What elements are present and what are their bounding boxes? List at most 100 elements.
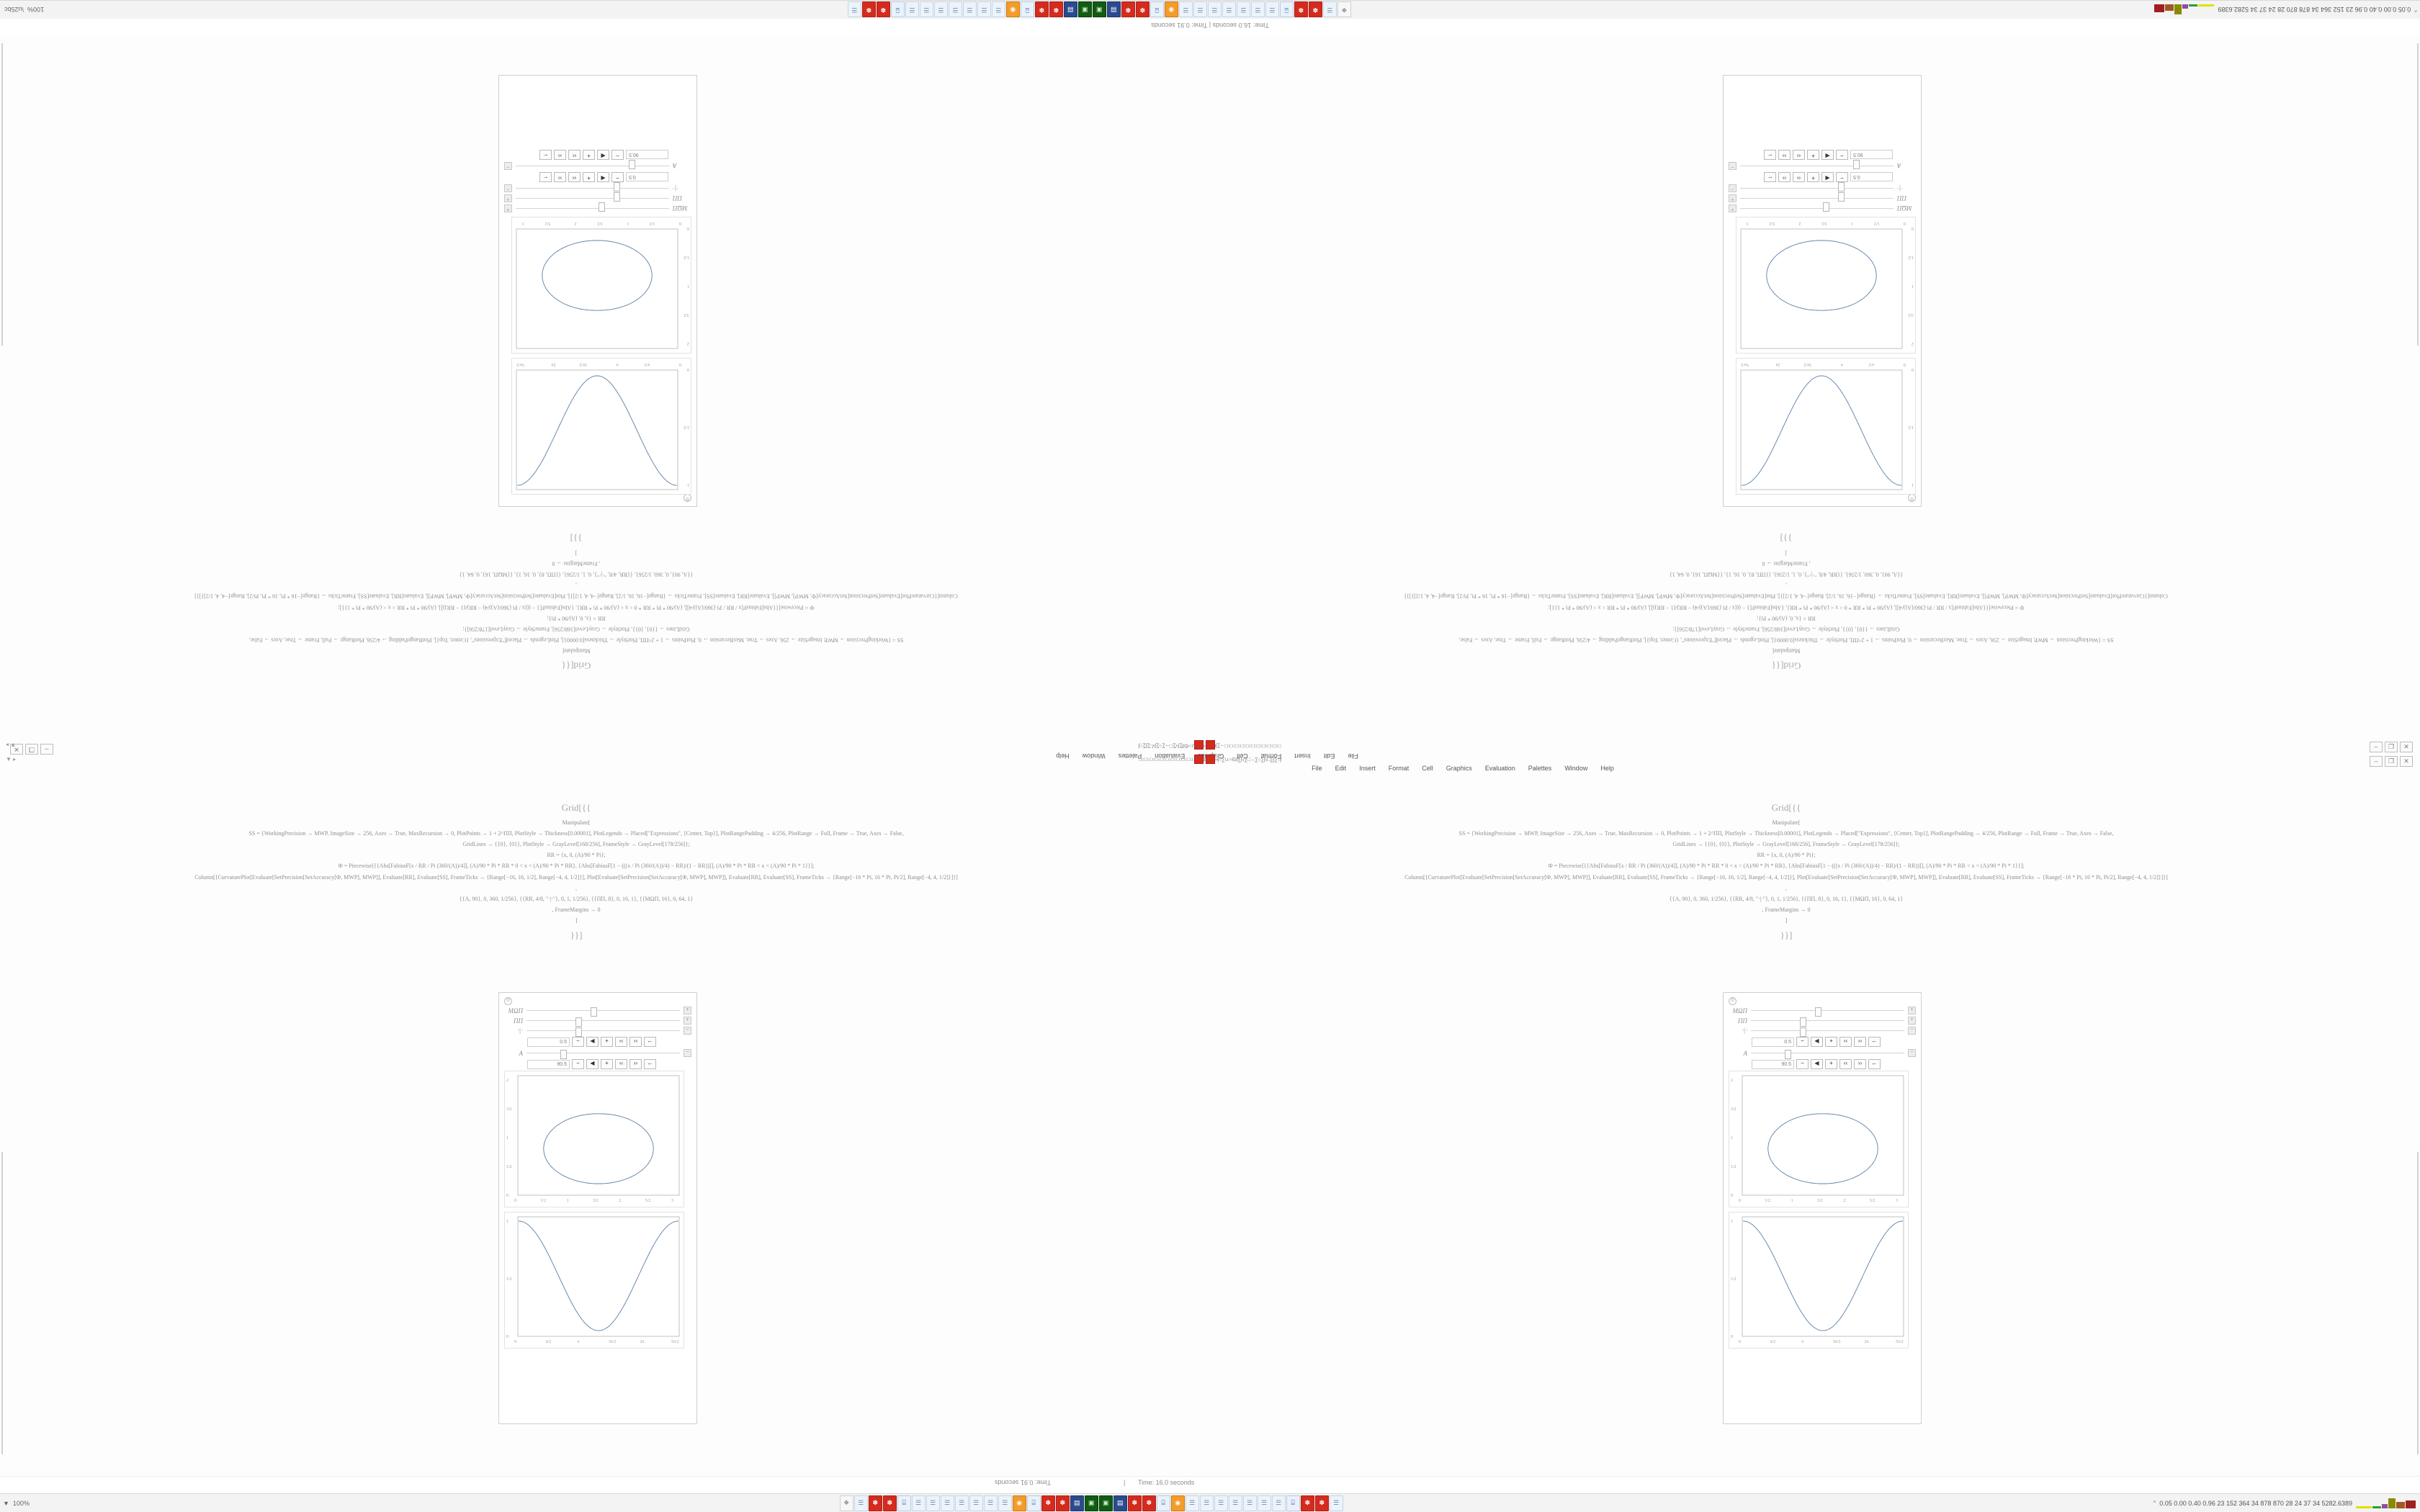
document-icon[interactable]: ☰ xyxy=(940,1495,954,1511)
a-slider-buttons[interactable]: 90.5− ◀ + ‹‹ ›› ← xyxy=(1729,150,1893,160)
menu-insert[interactable]: Insert xyxy=(1359,765,1376,772)
expand-icon[interactable]: + xyxy=(1908,1017,1916,1025)
a-slider-buttons[interactable]: 90.5− ◀ + ‹‹ ›› ← xyxy=(504,150,668,160)
document-icon[interactable]: ☰ xyxy=(962,1,977,18)
mathematica-red-icon[interactable]: ✽ xyxy=(1049,1,1063,18)
document-icon[interactable]: ☰ xyxy=(1222,1,1236,18)
collapse-icon[interactable]: − xyxy=(684,1049,691,1057)
close-button[interactable]: ✕ xyxy=(2400,742,2413,752)
menu-palettes[interactable]: Palettes xyxy=(1528,765,1552,772)
code-cell-top-left[interactable]: Grid[{{Manipulate[SS = {WorkingPrecision… xyxy=(14,529,1138,674)
tray-chevron-icon[interactable]: ^ xyxy=(2414,6,2417,13)
expand-icon[interactable]: + xyxy=(1729,194,1736,202)
mathematica-red-icon[interactable]: ✽ xyxy=(1055,1495,1070,1511)
animate-button[interactable]: + xyxy=(1807,150,1819,160)
pin-icon[interactable]: ❖ xyxy=(1337,1,1351,18)
menubar-region[interactable]: File Edit Insert Format Cell Graphics Ev… xyxy=(0,751,2420,780)
firefox-icon[interactable]: ◉ xyxy=(1164,1,1178,18)
expand-icon[interactable]: + xyxy=(1908,1007,1916,1014)
animate-button[interactable]: − xyxy=(611,150,624,160)
cell-bracket-right-a[interactable] xyxy=(2417,43,2419,346)
document-icon[interactable]: ☰ xyxy=(1193,1,1207,18)
animate-button[interactable]: ›› xyxy=(629,1037,642,1047)
document-icon[interactable]: ☰ xyxy=(1214,1495,1228,1511)
animate-button[interactable]: ← xyxy=(539,150,552,160)
floppy-icon[interactable]: ▤ xyxy=(1113,1495,1127,1511)
animate-button[interactable]: ›› xyxy=(1778,172,1791,182)
slider-thumb[interactable] xyxy=(1800,1027,1807,1037)
calculator-icon[interactable]: ⌸ xyxy=(890,1,905,18)
animate-button[interactable]: ◀ xyxy=(586,1059,599,1069)
taskbar-top-tray[interactable]: ^ 0.05 0.00 0.40 0.96 23 152 364 34 878 … xyxy=(2154,4,2420,15)
a-slider-value-field[interactable]: 90.5 xyxy=(626,150,668,160)
floppy-icon[interactable]: ▤ xyxy=(1106,1,1121,18)
document-icon[interactable]: ☰ xyxy=(1236,1,1250,18)
a-slider[interactable]: Α − xyxy=(1729,160,1916,170)
menu-evaluation[interactable]: Evaluation xyxy=(1484,765,1515,772)
mwp-slider-track[interactable] xyxy=(526,1007,680,1017)
manipulate-panel-top-right[interactable]: ⚙ 0 π/2 π 3π/2 2π 5π/2 0 1/2 1 0 1/2 1 3/2 2 5/2 3 0 1/2 1… xyxy=(1723,75,1922,507)
a-slider[interactable]: Α − xyxy=(1729,1049,1916,1059)
expand-icon[interactable]: + xyxy=(684,1017,691,1025)
terminal-green-icon[interactable]: ▣ xyxy=(1092,1,1106,18)
collapse-icon[interactable]: − xyxy=(1729,184,1736,192)
slider-thumb[interactable] xyxy=(1815,1007,1822,1017)
animate-button[interactable]: + xyxy=(1807,172,1819,182)
mathematica-red-icon[interactable]: ✽ xyxy=(1142,1495,1156,1511)
slider-thumb[interactable] xyxy=(1837,192,1845,202)
animate-button[interactable]: ‹‹ xyxy=(1839,1037,1852,1047)
mwp-slider-track[interactable] xyxy=(516,202,669,212)
window-controls-upper[interactable]: – ❐ ✕ xyxy=(2370,742,2413,752)
taskbar-bottom[interactable]: ▼ 100% ❖ ☰ ✽ ✽ ⌸ ☰ ☰ ☰ ☰ ☰ ☰ ☰ ◉ ⌸ ✽ ✽ ▤ ▣ ▣ ▤ ✽ ✽ ⌸ ◉ ☰ ☰ ☰ ☰ ☰ ☰ ☰ ⌸ ✽ ✽… xyxy=(0,1493,2420,1512)
collapse-icon[interactable]: − xyxy=(1908,1027,1916,1035)
manipulate-panel-top-left[interactable]: ⚙ 0 π/2 π 3π/2 2π 5π/2 0 1/2 1 0 1/2 1 3/2 2 5/2 3 0 1/2 1… xyxy=(498,75,697,507)
notebook-icon[interactable]: ☰ xyxy=(1322,1,1337,18)
calculator-icon[interactable]: ⌸ xyxy=(897,1495,911,1511)
rr-slider-value-field[interactable]: 0.5 xyxy=(1850,172,1893,182)
mathematica-red-icon[interactable]: ✽ xyxy=(1034,1,1049,18)
taskbar-bottom-items[interactable]: ❖ ☰ ✽ ✽ ⌸ ☰ ☰ ☰ ☰ ☰ ☰ ☰ ◉ ⌸ ✽ ✽ ▤ ▣ ▣ ▤ ✽ ✽ ⌸ ◉ ☰ ☰ ☰ ☰ ☰ ☰ ☰ ⌸ ✽ ✽ ☰ xyxy=(30,1495,2154,1511)
minimize-button[interactable]: – xyxy=(2370,756,2383,767)
animate-button[interactable]: + xyxy=(1825,1059,1837,1069)
document-icon[interactable]: ☰ xyxy=(905,1,919,18)
document-icon[interactable]: ☰ xyxy=(1242,1495,1257,1511)
document-icon[interactable]: ☰ xyxy=(991,1,1005,18)
collapse-icon[interactable]: − xyxy=(504,162,512,170)
animate-button[interactable]: + xyxy=(601,1037,613,1047)
pin-icon[interactable]: ❖ xyxy=(839,1495,853,1511)
notebook-icon[interactable]: ☰ xyxy=(847,1,861,18)
menu-window[interactable]: Window xyxy=(1564,765,1588,772)
menu-file[interactable]: File xyxy=(1312,765,1322,772)
animate-button[interactable]: ›› xyxy=(1854,1059,1866,1069)
animate-button[interactable]: ›› xyxy=(629,1059,642,1069)
animate-button[interactable]: ← xyxy=(1868,1059,1881,1069)
a-slider-buttons[interactable]: 90.5− ◀ + ‹‹ ›› ← xyxy=(1752,1059,1916,1069)
rr-slider-track[interactable] xyxy=(516,182,669,192)
gear-icon[interactable]: ⚙ xyxy=(684,494,691,503)
taskbar-top[interactable]: ^ 0.05 0.00 0.40 0.96 23 152 364 34 878 … xyxy=(0,0,2420,19)
collapse-icon[interactable]: − xyxy=(1908,1049,1916,1057)
calculator-icon[interactable]: ⌸ xyxy=(1279,1,1294,18)
expand-icon[interactable]: + xyxy=(504,204,512,212)
rr-slider-value-field[interactable]: 0.5 xyxy=(527,1037,570,1047)
calculator-icon[interactable]: ⌸ xyxy=(1026,1495,1041,1511)
mathematica-red-icon[interactable]: ✽ xyxy=(876,1,890,18)
terminal-green-icon[interactable]: ▣ xyxy=(1084,1495,1098,1511)
animate-button[interactable]: ‹‹ xyxy=(615,1037,627,1047)
mathematica-red-icon[interactable]: ✽ xyxy=(1314,1495,1329,1511)
a-slider[interactable]: Α − xyxy=(504,1049,691,1059)
expand-icon[interactable]: + xyxy=(684,1007,691,1014)
slider-thumb[interactable] xyxy=(613,182,620,192)
animate-button[interactable]: ← xyxy=(1764,150,1776,160)
minimize-button[interactable]: – xyxy=(2370,742,2383,752)
animate-button[interactable]: ‹‹ xyxy=(1839,1059,1852,1069)
a-slider-track[interactable] xyxy=(1751,1049,1904,1059)
animate-button[interactable]: ‹‹ xyxy=(568,172,581,182)
document-icon[interactable]: ☰ xyxy=(933,1,948,18)
code-cell-bottom-left[interactable]: Grid[{{Manipulate[SS = {WorkingPrecision… xyxy=(14,799,1138,944)
animate-button[interactable]: ‹‹ xyxy=(1793,150,1805,160)
rr-slider-value-field[interactable]: 0.5 xyxy=(626,172,668,182)
tray-chevron-icon[interactable]: ^ xyxy=(2153,1500,2156,1506)
slider-thumb[interactable] xyxy=(591,1007,598,1017)
a-slider-track[interactable] xyxy=(1740,160,1894,170)
